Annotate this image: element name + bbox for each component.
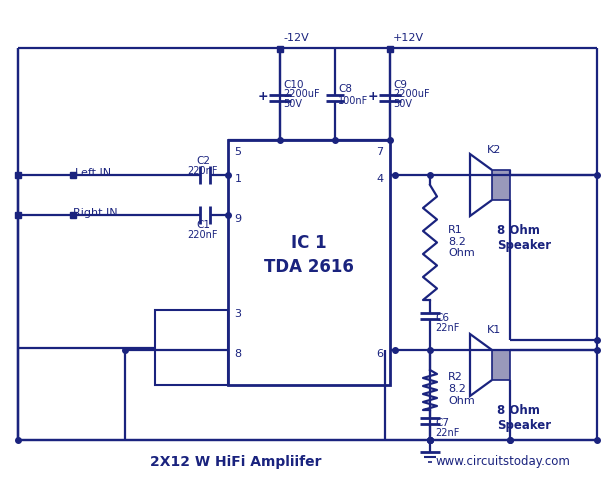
Text: +12V: +12V: [393, 33, 424, 43]
Bar: [228, 140, 390, 385]
Text: 8 Ohm: 8 Ohm: [497, 223, 540, 237]
Text: 220nF: 220nF: [188, 230, 218, 240]
Text: R1: R1: [448, 225, 462, 235]
Text: 2X12 W HiFi Ampliifer: 2X12 W HiFi Ampliifer: [150, 455, 322, 469]
Text: TDA 2616: TDA 2616: [264, 258, 354, 277]
Text: 22nF: 22nF: [435, 323, 459, 333]
Text: C8: C8: [338, 84, 352, 94]
Text: 6: 6: [376, 349, 384, 359]
Text: 1: 1: [234, 174, 242, 184]
Text: -12V: -12V: [283, 33, 309, 43]
Bar: [492, 170, 510, 200]
Text: K2: K2: [487, 145, 501, 155]
Text: Ohm: Ohm: [448, 396, 475, 405]
Text: C10: C10: [283, 80, 303, 90]
Text: 9: 9: [234, 214, 242, 224]
Text: 50V: 50V: [393, 99, 412, 109]
Text: 7: 7: [376, 147, 384, 157]
Text: C6: C6: [435, 313, 449, 323]
Bar: [155, 310, 228, 385]
Text: 8.2: 8.2: [448, 237, 466, 247]
Text: C9: C9: [393, 80, 407, 90]
Text: 8.2: 8.2: [448, 385, 466, 395]
Text: 8: 8: [234, 349, 242, 359]
Text: +: +: [368, 90, 378, 102]
Text: K1: K1: [487, 325, 501, 335]
Text: 100nF: 100nF: [338, 96, 368, 106]
Text: 22nF: 22nF: [435, 428, 459, 438]
Text: C7: C7: [435, 418, 449, 428]
Bar: [492, 350, 510, 380]
Text: 5: 5: [234, 147, 242, 157]
Text: www.circuitstoday.com: www.circuitstoday.com: [435, 456, 570, 468]
Text: C1: C1: [196, 220, 210, 230]
Text: 220nF: 220nF: [188, 166, 218, 176]
Text: 2200uF: 2200uF: [393, 89, 430, 99]
Text: Left IN: Left IN: [75, 168, 111, 178]
Text: 50V: 50V: [283, 99, 302, 109]
Text: Right IN: Right IN: [73, 208, 117, 218]
Text: Speaker: Speaker: [497, 419, 551, 431]
Text: C2: C2: [196, 156, 210, 166]
Text: 8 Ohm: 8 Ohm: [497, 403, 540, 417]
Text: Speaker: Speaker: [497, 239, 551, 251]
Text: 3: 3: [234, 309, 242, 319]
Text: IC 1: IC 1: [291, 234, 327, 251]
Text: 2200uF: 2200uF: [283, 89, 320, 99]
Text: 4: 4: [376, 174, 384, 184]
Text: Ohm: Ohm: [448, 248, 475, 258]
Text: R2: R2: [448, 372, 463, 382]
Text: +: +: [258, 90, 268, 102]
